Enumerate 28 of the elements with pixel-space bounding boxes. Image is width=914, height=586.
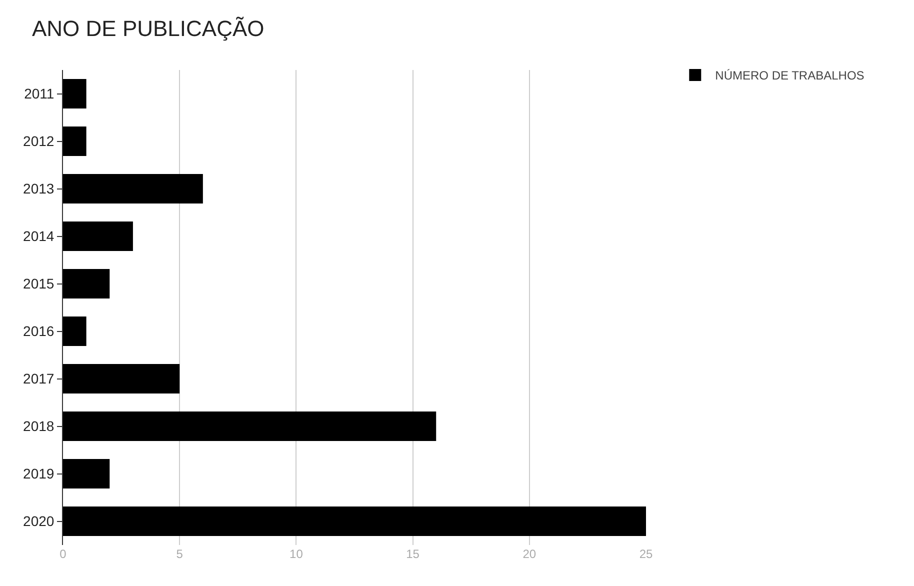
bar (63, 412, 436, 441)
bar (63, 506, 646, 536)
bar (63, 364, 180, 394)
y-tick-label: 2014 (23, 228, 54, 244)
x-tick-label: 5 (176, 547, 184, 561)
bar (63, 174, 203, 204)
y-tick-label: 2015 (23, 276, 54, 292)
y-tick-label: 2017 (23, 370, 54, 387)
bar (63, 79, 86, 108)
chart-title: ANO DE PUBLICAÇÃO (32, 16, 264, 41)
y-tick-label: 2018 (23, 418, 54, 434)
x-tick-label: 25 (639, 547, 653, 561)
bar (63, 222, 133, 251)
x-tick-label: 10 (290, 547, 304, 561)
bar (63, 269, 110, 298)
x-tick-label: 0 (60, 547, 67, 561)
x-tick-label: 20 (522, 547, 536, 561)
legend-label: NÚMERO DE TRABALHOS (715, 68, 864, 83)
y-tick-label: 2019 (23, 466, 54, 482)
bar (63, 126, 86, 156)
bar (63, 316, 86, 346)
x-tick-label: 15 (406, 547, 420, 561)
y-tick-label: 2020 (23, 513, 54, 530)
y-tick-label: 2012 (23, 133, 54, 150)
y-tick-label: 2011 (24, 86, 54, 102)
y-tick-label: 2013 (23, 180, 54, 197)
y-tick-label: 2016 (23, 323, 54, 340)
bar (63, 459, 110, 488)
